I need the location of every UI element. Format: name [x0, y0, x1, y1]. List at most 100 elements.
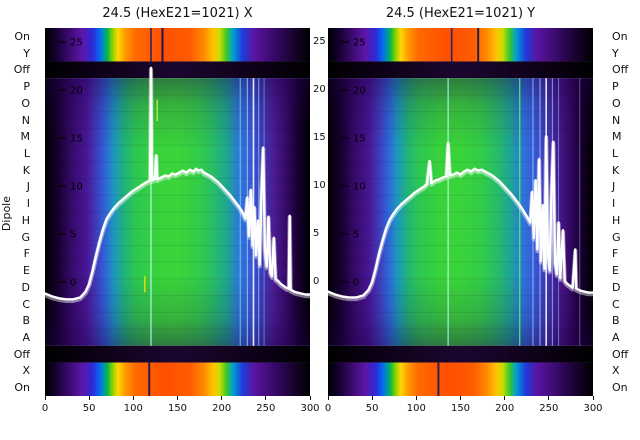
y-tick-label: 5 [353, 230, 359, 241]
dipole-category-label: E [612, 264, 619, 278]
stripe-artifact [518, 78, 521, 346]
heatmap-panel-x: 25 20 15 10 5 0 [45, 28, 310, 396]
right-axis-tick-label: 0 [313, 276, 320, 287]
x-tick-label: 250 [539, 403, 559, 414]
dipole-category-label: F [612, 247, 619, 261]
right-axis-tick-label: 15 [313, 132, 326, 143]
dipole-category-label: B [612, 314, 620, 328]
x-tick-label: 100 [406, 403, 426, 414]
dipole-category-label: A [22, 330, 30, 344]
x-tick-label: 200 [495, 403, 515, 414]
y-tick-label: 10 [70, 182, 83, 193]
x-tick-mark [504, 396, 506, 400]
x-tick-mark [548, 396, 550, 400]
dipole-category-label: G [21, 230, 30, 244]
x-tick-label: 100 [123, 403, 143, 414]
stripe-artifact [156, 99, 158, 122]
panel-x-title: 24.5 (HexE21=1021) X [102, 6, 253, 21]
dipole-category-label: L [23, 146, 30, 160]
x-tick-label: 200 [212, 403, 232, 414]
dipole-category-label: D [612, 280, 621, 294]
dipole-category-label: B [22, 314, 30, 328]
dipole-category-label: P [612, 80, 619, 94]
dipole-category-label: K [22, 163, 30, 177]
dipole-category-label: N [612, 113, 621, 127]
dipole-category-label: Off [13, 63, 30, 77]
dipole-category-label: M [20, 130, 31, 144]
stripe-artifact [447, 78, 449, 346]
stripe-artifact [450, 28, 453, 62]
x-tick-mark [309, 396, 311, 400]
y-tick-label: 5 [70, 230, 76, 241]
y-tick-label: 25 [353, 38, 366, 49]
dipole-category-label: Y [23, 46, 30, 60]
dipole-category-label: Off [612, 63, 629, 77]
dipole-category-label: C [612, 297, 620, 311]
x-tick-mark [265, 396, 267, 400]
dipole-category-label: Off [612, 347, 629, 361]
x-tick-label: 0 [324, 403, 332, 414]
x-tick-mark [88, 396, 90, 400]
x-tick-label: 150 [167, 403, 188, 414]
right-axis-tick-label: 5 [313, 228, 320, 239]
dipole-category-label: O [21, 96, 30, 110]
x-tick-label: 150 [450, 403, 471, 414]
x-tick-mark [221, 396, 223, 400]
dipole-category-label: K [612, 163, 620, 177]
x-tick-label: 250 [256, 403, 276, 414]
dipole-category-label: Off [13, 347, 30, 361]
band-off_top [45, 61, 310, 79]
y-tick-label: 0 [70, 278, 76, 289]
band-rainbow_bottom [45, 362, 310, 396]
x-axis-ticks-right-panel: 0 50 100 150 200 250 300 [325, 396, 603, 420]
right-axis-tick-label: 20 [313, 84, 326, 95]
dipole-category-label: X [22, 364, 30, 378]
panel-y-title: 24.5 (HexE21=1021) Y [385, 6, 536, 21]
band-off_top [328, 61, 593, 79]
y-tick-label: 15 [353, 134, 366, 145]
right-axis-tick-label: 10 [313, 180, 326, 191]
x-tick-mark [371, 396, 373, 400]
heatmap-panel-y: 25 20 15 10 5 0 [328, 28, 593, 396]
x-tick-label: 50 [82, 403, 96, 414]
y-tick-label: 10 [353, 182, 366, 193]
dipole-category-label: C [22, 297, 30, 311]
dipole-category-label: O [612, 96, 621, 110]
y-tick-label: 0 [353, 278, 359, 289]
dipole-category-label: Y [612, 46, 619, 60]
left-panel-right-axis-ticks: 25 20 15 10 5 0 [312, 28, 328, 396]
stripe-artifact [150, 28, 152, 62]
dipole-category-label: A [612, 330, 620, 344]
dipole-category-label: H [612, 213, 621, 227]
main-band-shade [45, 78, 310, 346]
band-rainbow_top [328, 28, 593, 62]
x-tick-mark [44, 396, 46, 400]
stripe-artifact [148, 362, 151, 396]
x-tick-label: 300 [583, 403, 603, 414]
dipole-category-labels-right: On Y Off P O N M L K J I H G F E D C B A Off X On [612, 28, 640, 396]
dipole-category-label: I [612, 197, 616, 211]
x-tick-mark [327, 396, 329, 400]
dipole-category-label: G [612, 230, 621, 244]
stripe-artifact [161, 28, 164, 62]
dipole-category-label: X [612, 364, 620, 378]
y-tick-label: 15 [70, 134, 83, 145]
stripe-artifact [150, 78, 152, 346]
stripe-artifact [579, 78, 581, 346]
overlay-trace [45, 66, 310, 301]
x-tick-mark [177, 396, 178, 400]
y-tick-label: 20 [353, 86, 366, 97]
x-tick-mark [132, 396, 134, 400]
band-rainbow_top [45, 28, 310, 62]
main-band-shade [328, 78, 593, 346]
stripe-artifact [258, 78, 260, 346]
stripe-artifact [239, 78, 241, 346]
x-axis-ticks-left-panel: 0 50 100 150 200 250 300 [42, 396, 320, 420]
dipole-category-label: I [26, 197, 30, 211]
stripe-artifact [144, 276, 146, 293]
band-off_bottom [45, 345, 310, 363]
x-tick-mark [460, 396, 461, 400]
dipole-category-label: N [21, 113, 30, 127]
dipole-category-label: D [21, 280, 30, 294]
